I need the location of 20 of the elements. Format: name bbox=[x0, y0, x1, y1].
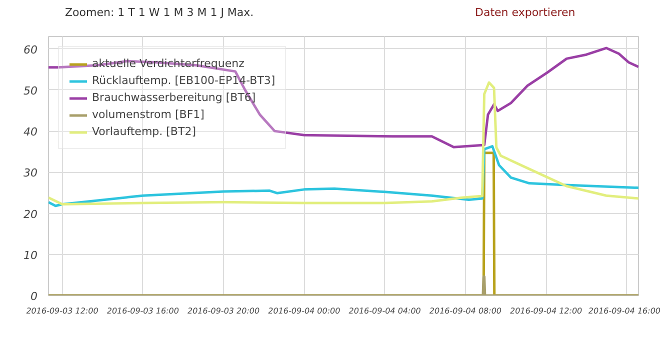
y-tick-label: 40 bbox=[24, 126, 38, 139]
y-tick-label: 30 bbox=[24, 166, 38, 180]
line-series bbox=[48, 46, 638, 148]
legend-label: Vorlauftemp. [BT2] bbox=[92, 125, 196, 138]
y-tick-label: 60 bbox=[24, 43, 38, 56]
x-tick-label: 2016-09-04 00:00 bbox=[268, 306, 340, 316]
x-tick-label: 2016-09-03 12:00 bbox=[26, 306, 98, 316]
y-tick-label: 50 bbox=[24, 84, 38, 98]
x-tick-label: 2016-09-03 20:00 bbox=[188, 306, 260, 316]
y-tick-label: 0 bbox=[30, 290, 38, 303]
x-tick-label: 2016-09-04 08:00 bbox=[429, 306, 502, 316]
x-tick-label: 2016-09-04 16:00 bbox=[588, 306, 661, 316]
x-tick-label: 2016-09-04 12:00 bbox=[510, 306, 582, 316]
y-tick-label: 10 bbox=[24, 248, 38, 262]
legend-label: volumenstrom [BF1] bbox=[92, 108, 204, 121]
text: Daten exportieren bbox=[475, 5, 576, 21]
x-tick-label: 2016-09-03 16:00 bbox=[106, 306, 179, 316]
x-tick-label: 2016-09-04 04:00 bbox=[348, 306, 421, 316]
text: Zoomen: 1 T 1 W 1 M 3 M 1 J Max. bbox=[65, 5, 254, 21]
y-tick-label: 20 bbox=[24, 208, 38, 221]
